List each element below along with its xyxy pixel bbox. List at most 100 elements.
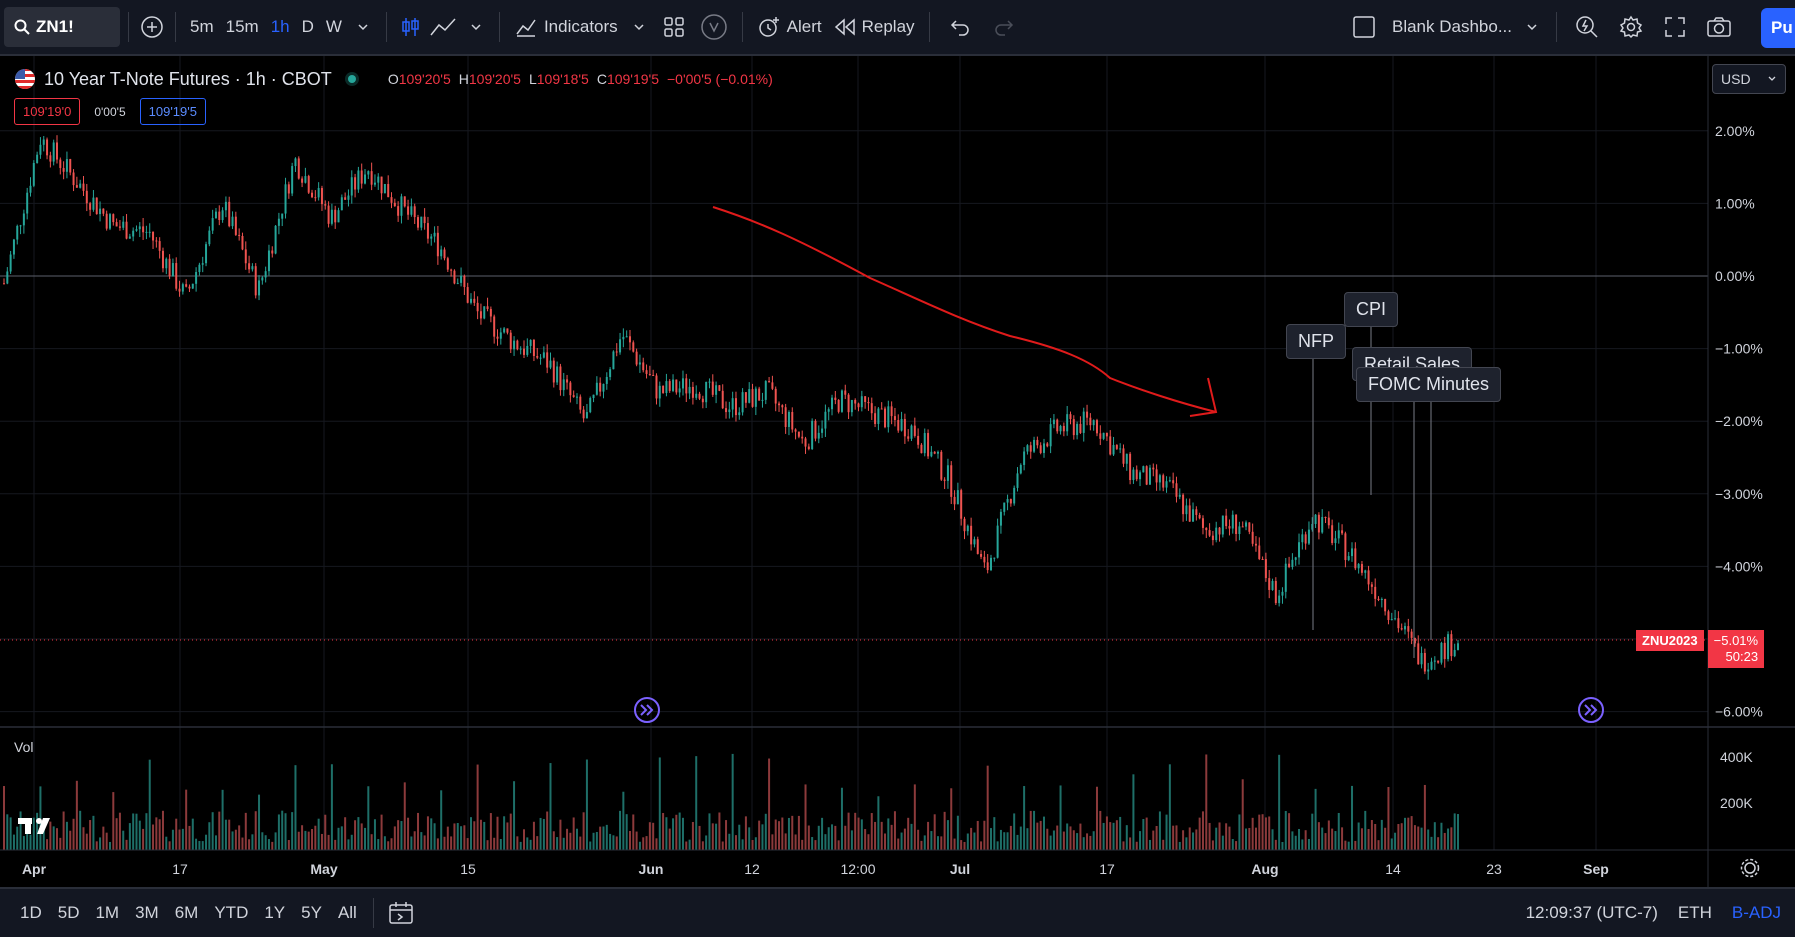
price-tick-label: 1.00% [1715,195,1755,211]
range-ytd[interactable]: YTD [214,903,249,922]
range-5y[interactable]: 5Y [301,903,322,922]
line-chart-button[interactable] [425,7,461,47]
volume-bar [79,810,82,850]
layout-button[interactable] [654,7,694,47]
volume-bar [638,841,641,850]
volume-bar [589,841,592,850]
currency-select[interactable]: USD [1712,64,1786,94]
range-6m[interactable]: 6M [174,903,199,922]
alert-clock-icon [758,17,779,37]
buy-button[interactable]: 109'19'5 [139,98,206,125]
volume-bar [1158,811,1161,850]
volume-bar [986,765,989,850]
candle-body [1294,557,1297,560]
dashboard-selector[interactable]: Blank Dashbo... [1346,7,1544,47]
range-1d[interactable]: 1D [20,903,42,922]
session-toggle[interactable]: ETH [1677,903,1712,922]
candle-body [46,139,49,156]
candle-body [827,409,830,412]
volume-bar [579,836,582,850]
indicators-button[interactable]: Indicators [508,7,624,47]
volume-bar [171,829,174,850]
last-price-tag: ZNU2023 −5.01% 50:23 [1636,630,1765,668]
candle-body [602,383,605,392]
fullscreen-button[interactable] [1653,7,1697,47]
event-cpi[interactable]: CPI [1344,292,1399,327]
volume-bar [1347,841,1350,850]
interval-dropdown[interactable] [348,7,378,47]
replay-button[interactable]: Replay [828,7,921,47]
candle-body [840,390,843,412]
volume-bar [1387,787,1390,850]
range-all[interactable]: All [337,903,357,922]
candle-body [963,518,966,532]
volume-bar [920,840,923,850]
volume-bar [1334,831,1337,850]
candle-body [1185,505,1188,515]
candle-body [589,398,592,413]
volume-bar [69,830,72,850]
candle-body [595,382,598,395]
adjustment-toggle[interactable]: B-ADJ [1731,903,1781,922]
chart-type-dropdown[interactable] [461,7,491,47]
go-to-date-button[interactable] [382,901,420,925]
volume-bar [360,823,363,850]
volume-bar [483,821,486,850]
redo-button[interactable] [982,7,1026,47]
interval-w[interactable]: W [325,17,342,36]
publish-button[interactable]: Pu [1761,8,1795,48]
snapshot-button[interactable] [1697,7,1741,47]
chart-pane[interactable] [0,56,1795,857]
candle-body [1231,514,1234,529]
candle-body [874,413,877,424]
event-fomc-minutes[interactable]: FOMC Minutes [1356,367,1502,402]
divider [928,12,930,42]
volume-bar [228,819,231,850]
clock-timezone[interactable]: 12:09:37 (UTC-7) [1525,903,1658,922]
undo-button[interactable] [938,7,982,47]
range-1y[interactable]: 1Y [264,903,286,922]
candle-body [1347,556,1350,561]
volume-bar [509,813,512,850]
volume-label[interactable]: Vol [14,739,34,755]
candle-body [1317,514,1320,533]
range-1m[interactable]: 1M [95,903,120,922]
event-nfp[interactable]: NFP [1286,324,1346,359]
interval-d[interactable]: D [301,17,314,36]
price-tick-label: −2.00% [1715,413,1763,429]
sell-button[interactable]: 109'19'0 [14,98,81,125]
volume-bar [397,820,400,850]
interval-5m[interactable]: 5m [190,17,214,36]
candle-body [29,185,32,193]
candle-body [764,381,767,400]
range-3m[interactable]: 3M [135,903,159,922]
settings-button[interactable] [1609,7,1653,47]
compare-add-button[interactable] [137,7,167,47]
symbol-title[interactable]: 10 Year T-Note Futures · 1h · CBOT [44,68,332,89]
interval-1h[interactable]: 1h [270,17,290,36]
volume-bar [403,782,406,850]
alert-button[interactable]: Alert [751,7,828,47]
interval-15m[interactable]: 15m [225,17,259,36]
price-chart[interactable]: 2.00% 1.00% 0.00% −1.00% −2.00% −3.00% −4.00% −… [0,0,1795,887]
open-value: O109'20'5 [387,71,451,87]
v-badge-button[interactable] [694,7,734,47]
candle-body [635,351,638,365]
volume-bar [635,831,638,850]
indicators-dropdown[interactable] [624,7,654,47]
v-badge-icon [700,14,727,40]
volume-bar [506,822,509,850]
volume-bar [1052,830,1055,850]
volume-bar [1248,827,1251,850]
quick-search-button[interactable] [1565,7,1609,47]
volume-bar [1254,827,1257,850]
range-5d[interactable]: 5D [57,903,80,922]
candle-body [211,218,214,231]
candles-button[interactable] [395,7,425,47]
candle-body [725,408,728,413]
divider [128,12,129,42]
symbol-search[interactable]: ZN1! [4,7,120,47]
volume-bar [1039,820,1042,850]
market-status-dot[interactable] [347,75,356,83]
candle-body [142,226,145,233]
